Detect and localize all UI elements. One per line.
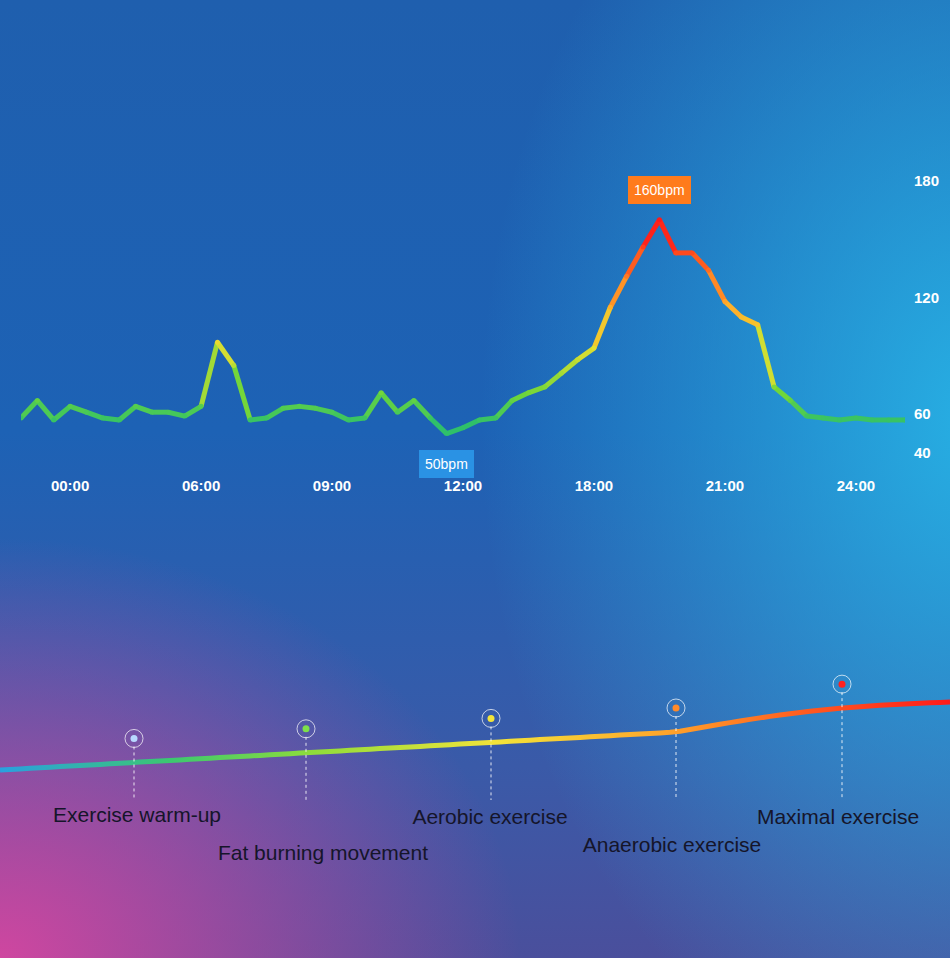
svg-text:Maximal exercise: Maximal exercise bbox=[757, 805, 919, 828]
svg-text:40: 40 bbox=[914, 444, 931, 461]
svg-text:Exercise warm-up: Exercise warm-up bbox=[53, 803, 221, 826]
svg-text:00:00: 00:00 bbox=[51, 477, 89, 494]
svg-text:Anaerobic exercise: Anaerobic exercise bbox=[583, 833, 762, 856]
svg-text:06:00: 06:00 bbox=[182, 477, 220, 494]
svg-text:12:00: 12:00 bbox=[444, 477, 482, 494]
svg-text:21:00: 21:00 bbox=[706, 477, 744, 494]
svg-text:180: 180 bbox=[914, 172, 939, 189]
svg-text:24:00: 24:00 bbox=[837, 477, 875, 494]
svg-text:Aerobic exercise: Aerobic exercise bbox=[412, 805, 567, 828]
svg-text:09:00: 09:00 bbox=[313, 477, 351, 494]
svg-text:120: 120 bbox=[914, 289, 939, 306]
svg-text:50bpm: 50bpm bbox=[425, 456, 468, 472]
svg-text:160bpm: 160bpm bbox=[634, 182, 685, 198]
svg-text:18:00: 18:00 bbox=[575, 477, 613, 494]
svg-text:60: 60 bbox=[914, 405, 931, 422]
svg-text:Fat burning movement: Fat burning movement bbox=[218, 841, 428, 864]
